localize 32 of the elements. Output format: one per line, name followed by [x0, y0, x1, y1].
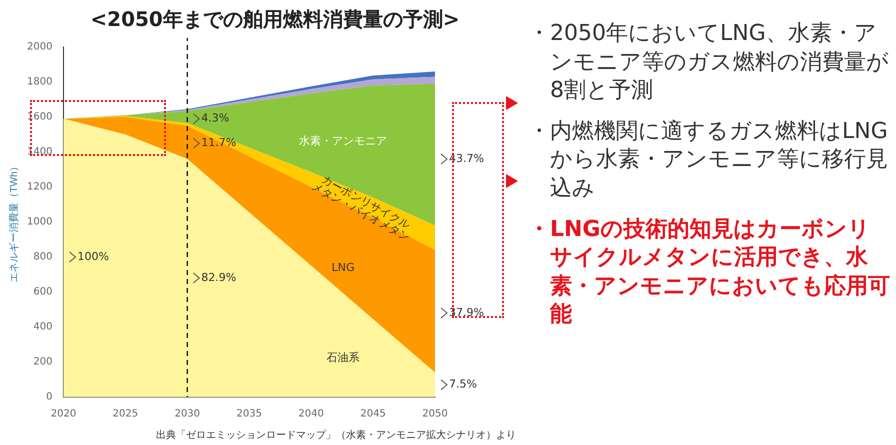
text: ・LNGの技術的知見はカーボンリサイクルメタンに活用でき、水素・アンモニアにおいても応用可能: [528, 216, 890, 330]
annotation: 11.7%: [201, 136, 236, 150]
y-tick-label: 0: [46, 392, 52, 403]
annotation: 100%: [77, 250, 109, 263]
y-axis-title: エネルギー消費量（TWh）: [8, 161, 20, 283]
series-label: 石油系: [326, 350, 360, 364]
chart-title: <2050年までの舶用燃料消費量の予測>: [89, 6, 461, 33]
y-tick-label: 200: [33, 356, 52, 368]
x-tick-label: 2025: [112, 408, 138, 420]
x-tick-label: 2020: [50, 408, 76, 420]
source-note: 出典「ゼロエミッションロードマップ」（水素・アンモニア拡大シナリオ）より: [156, 428, 516, 442]
annotation: 4.3%: [201, 112, 230, 125]
annotation: 7.5%: [449, 378, 477, 391]
series-label: LNG: [332, 261, 355, 274]
annotation: 37.9%: [449, 306, 484, 319]
x-tick-label: 2045: [360, 408, 386, 420]
y-tick-label: 2000: [26, 42, 52, 53]
x-tick-label: 2035: [236, 408, 262, 420]
y-tick-label: 800: [33, 252, 52, 263]
y-tick-label: 1200: [26, 182, 52, 193]
annotation: 82.9%: [201, 270, 236, 284]
y-tick-label: 1000: [26, 216, 52, 228]
y-tick-label: 400: [33, 322, 52, 333]
y-tick-label: 600: [33, 286, 52, 298]
text: ・2050年においてLNG、水素・アンモニア等のガス燃料の消費量が8割と予測: [528, 20, 890, 106]
x-tick-label: 2040: [298, 408, 324, 420]
x-tick-label: 2050: [422, 408, 448, 420]
text: ・内燃機関に適するガス燃料はLNGから水素・アンモニア等に移行見込み: [528, 118, 889, 203]
y-tick-label: 1800: [26, 76, 52, 88]
x-tick-label: 2030: [174, 408, 200, 420]
series-label: カーボンリサイクル メタン・バイオメタン: [309, 172, 413, 244]
series-label: 水素・アンモニア: [299, 134, 388, 148]
